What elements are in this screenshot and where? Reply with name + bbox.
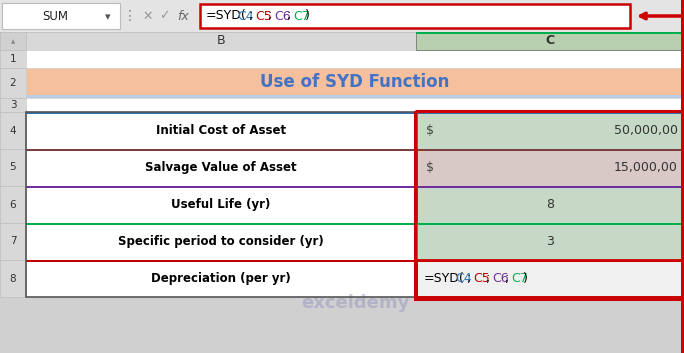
Text: =SYD(: =SYD( xyxy=(206,10,247,23)
Text: C6: C6 xyxy=(492,272,509,285)
Text: fx: fx xyxy=(177,10,189,23)
Bar xyxy=(26,149,684,151)
Bar xyxy=(200,4,630,28)
Text: ;: ; xyxy=(505,272,509,285)
Bar xyxy=(26,223,416,260)
Bar xyxy=(415,149,417,186)
Bar xyxy=(416,186,684,223)
Bar xyxy=(26,260,416,297)
Bar xyxy=(415,223,417,260)
Text: ▾: ▾ xyxy=(105,12,111,22)
Text: 8: 8 xyxy=(10,274,16,283)
Text: Depreciation (per yr): Depreciation (per yr) xyxy=(151,272,291,285)
Text: ▲: ▲ xyxy=(11,40,15,44)
Text: C7: C7 xyxy=(511,272,527,285)
Text: ;: ; xyxy=(287,10,291,23)
Bar xyxy=(416,112,684,149)
Bar xyxy=(26,98,684,112)
Text: ;: ; xyxy=(486,272,490,285)
Bar xyxy=(26,112,416,149)
Text: 4: 4 xyxy=(10,126,16,136)
Bar xyxy=(0,223,26,260)
Bar xyxy=(0,68,26,98)
Bar xyxy=(415,186,417,223)
Text: ;: ; xyxy=(250,10,254,23)
Bar xyxy=(416,260,684,297)
Bar xyxy=(0,260,26,297)
Bar xyxy=(26,112,684,114)
Bar xyxy=(26,112,684,297)
Bar xyxy=(416,260,684,297)
Text: 1: 1 xyxy=(10,54,16,64)
Bar xyxy=(0,32,26,50)
Text: ): ) xyxy=(523,272,528,285)
Text: 3: 3 xyxy=(10,100,16,110)
Bar xyxy=(415,110,684,299)
Text: ;: ; xyxy=(268,10,272,23)
Bar xyxy=(0,32,684,50)
Text: B: B xyxy=(217,35,225,48)
Text: =SYD(: =SYD( xyxy=(424,272,464,285)
Bar xyxy=(416,223,684,260)
Text: C4: C4 xyxy=(237,10,254,23)
Bar xyxy=(0,98,26,112)
Text: Use of SYD Function: Use of SYD Function xyxy=(261,73,449,91)
Text: C6: C6 xyxy=(274,10,291,23)
Bar xyxy=(0,0,684,32)
Text: 8: 8 xyxy=(546,198,554,211)
Text: SUM: SUM xyxy=(42,10,68,23)
Bar xyxy=(0,186,26,223)
Bar xyxy=(0,50,26,68)
Bar xyxy=(26,186,684,188)
Text: Salvage Value of Asset: Salvage Value of Asset xyxy=(145,161,297,174)
Text: C7: C7 xyxy=(293,10,310,23)
Text: C4: C4 xyxy=(455,272,472,285)
Bar xyxy=(0,112,26,149)
Bar xyxy=(26,50,684,68)
Bar xyxy=(415,112,417,149)
Bar xyxy=(26,223,684,225)
Bar xyxy=(26,260,684,262)
Text: ✕: ✕ xyxy=(143,10,153,23)
Text: 5: 5 xyxy=(10,162,16,173)
Bar xyxy=(26,32,416,50)
Text: Specific period to consider (yr): Specific period to consider (yr) xyxy=(118,235,324,248)
Bar xyxy=(2,3,120,29)
Text: 6: 6 xyxy=(10,199,16,209)
Text: ;: ; xyxy=(467,272,472,285)
Text: Initial Cost of Asset: Initial Cost of Asset xyxy=(156,124,286,137)
Text: C: C xyxy=(545,35,555,48)
Bar xyxy=(681,0,684,353)
Bar xyxy=(26,186,416,223)
Bar xyxy=(0,149,26,186)
Text: 50,000,00: 50,000,00 xyxy=(614,124,678,137)
Bar xyxy=(415,260,417,297)
Text: exceldemy: exceldemy xyxy=(301,294,409,312)
Bar xyxy=(416,32,684,50)
Text: 15,000,00: 15,000,00 xyxy=(614,161,678,174)
Text: 7: 7 xyxy=(10,237,16,246)
Text: C5: C5 xyxy=(473,272,490,285)
Text: ⋮: ⋮ xyxy=(123,9,137,23)
Bar xyxy=(416,32,684,34)
Text: Useful Life (yr): Useful Life (yr) xyxy=(171,198,271,211)
Text: ): ) xyxy=(305,10,310,23)
Text: C5: C5 xyxy=(256,10,272,23)
Bar xyxy=(26,149,416,186)
Bar xyxy=(416,149,684,186)
Text: $: $ xyxy=(426,161,434,174)
Text: $: $ xyxy=(426,124,434,137)
Text: ✓: ✓ xyxy=(159,10,169,23)
Text: 3: 3 xyxy=(546,235,554,248)
Text: 2: 2 xyxy=(10,78,16,88)
Bar xyxy=(26,95,684,98)
Bar xyxy=(26,68,684,98)
